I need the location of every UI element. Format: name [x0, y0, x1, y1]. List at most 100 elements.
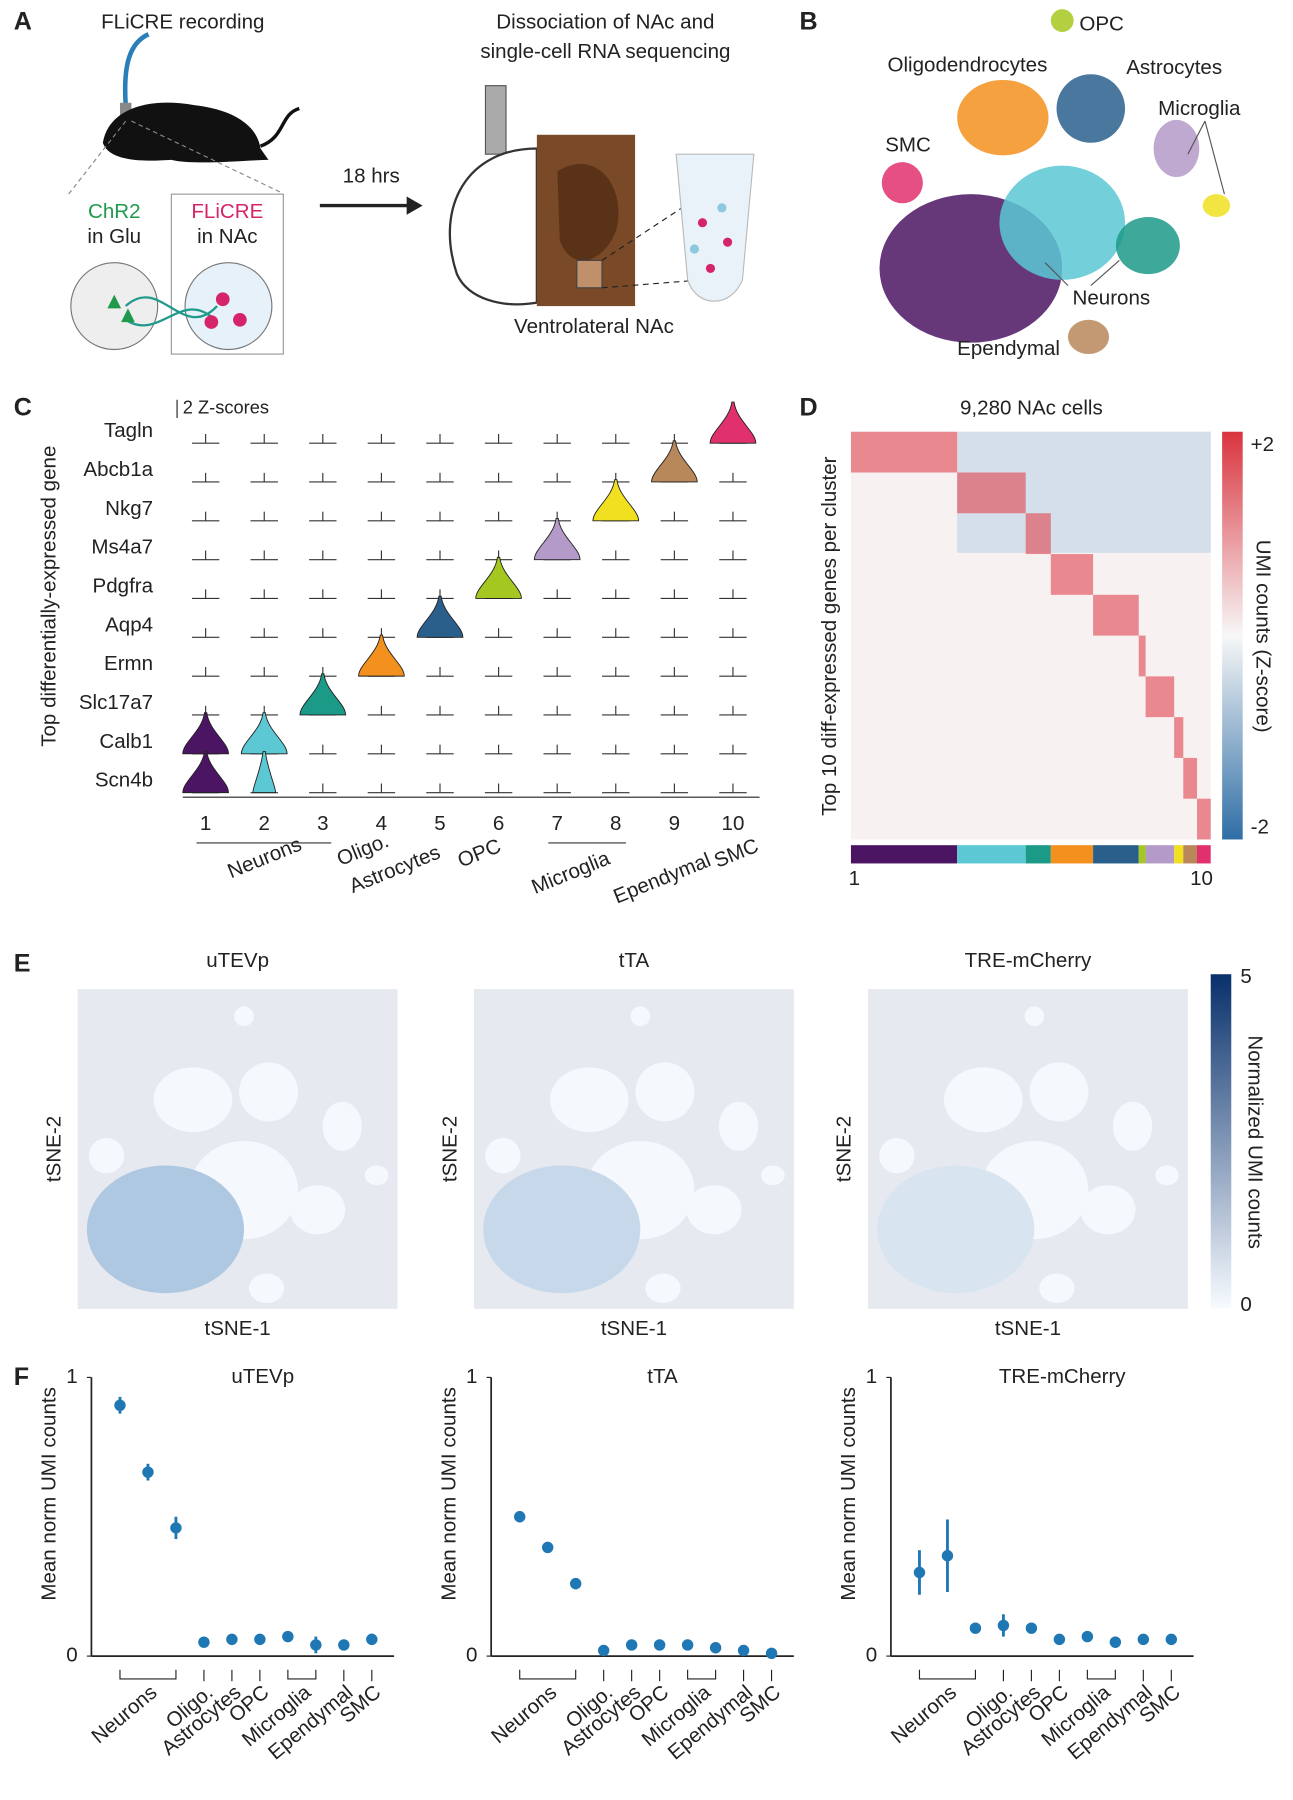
guide [601, 279, 703, 289]
cluster-label: 3 [317, 812, 328, 835]
violin [416, 595, 464, 638]
cluster-bar [1138, 845, 1146, 864]
y-axis-label: Mean norm UMI counts [38, 1387, 61, 1601]
dot [941, 1550, 954, 1562]
group-label: Ependymal [610, 849, 714, 909]
gene-label: Aqp4 [105, 613, 153, 636]
tsne-blob [630, 1006, 651, 1027]
dot [310, 1639, 322, 1651]
label: Dissociation of NAc and [496, 10, 714, 33]
label: in Glu [87, 225, 141, 248]
cluster-blob [957, 79, 1049, 156]
y-tick-label: 0 [66, 1644, 77, 1667]
y-axis-label: Top 10 diff-expressed genes per cluster [818, 456, 841, 816]
violin-grid: Tagln Abcb1a Nkg7 Ms4a7 Pdgfra Aqp4 Ermn Slc17a… [79, 401, 762, 909]
tsne-blob [364, 1165, 389, 1186]
heatmap-block [1197, 798, 1211, 840]
cluster-label: 9 [669, 812, 680, 835]
dot [913, 1566, 926, 1579]
bracket [1086, 1669, 1116, 1680]
bracket [918, 1669, 977, 1680]
guide [131, 120, 281, 193]
label: ChR2 [88, 200, 141, 223]
panel-letter: A [14, 7, 32, 35]
dot [1053, 1633, 1066, 1646]
x-axis-label: tSNE-1 [601, 1317, 667, 1340]
heatmap-block [850, 431, 958, 473]
panel-letter: C [14, 394, 32, 422]
tsne-blob [645, 1273, 681, 1304]
dot [282, 1630, 294, 1643]
plot-title: uTEVp [206, 949, 269, 972]
tsne-blob [879, 1138, 915, 1174]
pointer [1044, 262, 1069, 286]
colorbar-label: Normalized UMI counts [1244, 1035, 1267, 1249]
neuron [215, 292, 230, 307]
gene-label: Nkg7 [105, 497, 153, 520]
plot-title: TRE-mCherry [965, 949, 1092, 972]
y-axis-label: Mean norm UMI counts [437, 1387, 460, 1601]
violin [252, 751, 277, 794]
tsne-blob [1024, 1006, 1045, 1027]
cluster-label: 7 [551, 812, 562, 835]
tsne-maps: uTEVp tSNE-1 tSNE-2 tTA tSNE-1 tSNE-2 TRE-mChe… [42, 949, 1188, 1340]
group-label: Neurons [224, 833, 305, 883]
cluster-blob [1050, 9, 1074, 32]
gene-label: Pdgfra [93, 574, 154, 597]
tsne-blob [635, 1062, 695, 1122]
dot [653, 1639, 666, 1651]
axon [124, 296, 218, 319]
dot [226, 1633, 238, 1646]
neuron [233, 312, 247, 327]
label: single-cell RNA sequencing [480, 40, 730, 63]
dot [969, 1622, 982, 1634]
x-tick-label: Neurons [887, 1681, 961, 1749]
panel-letter: F [14, 1363, 29, 1391]
bracket [287, 1669, 317, 1680]
heatmap-title: 9,280 NAc cells [960, 396, 1103, 419]
y-tick-label: 0 [866, 1644, 877, 1667]
tsne-blob [189, 1140, 299, 1240]
cluster-label: 8 [610, 812, 621, 835]
heatmap-block [1050, 554, 1094, 595]
colorbar-max: 5 [1240, 965, 1251, 988]
cluster-label: Neurons [1073, 287, 1151, 310]
heatmap-block [1145, 676, 1175, 718]
tsne-blob [1112, 1101, 1153, 1151]
cell [723, 237, 733, 247]
cluster-label: Astrocytes [1126, 56, 1222, 79]
cluster-label: 6 [493, 812, 504, 835]
dot [541, 1541, 554, 1554]
label: in NAc [197, 225, 258, 248]
violin [182, 712, 229, 755]
x-tick-label: Neurons [487, 1681, 561, 1749]
cluster-label: OPC [1079, 13, 1124, 36]
dot [709, 1642, 722, 1654]
dot [338, 1639, 350, 1651]
tsne-blob [153, 1067, 233, 1133]
gene-label: Abcb1a [83, 458, 153, 481]
gene-label: Ms4a7 [91, 536, 153, 559]
violin [358, 634, 405, 677]
violin [533, 518, 581, 561]
dot [1165, 1633, 1178, 1646]
cluster-bar [850, 845, 958, 864]
tsne-blob [686, 1185, 742, 1235]
dot [681, 1639, 694, 1651]
dot [569, 1577, 582, 1590]
cluster-label: 1 [200, 812, 211, 835]
colorbar [1210, 974, 1232, 1308]
cluster-bar [1093, 845, 1139, 864]
colorbar-min: -2 [1251, 815, 1269, 838]
tsne-blob [944, 1067, 1023, 1133]
violin [709, 401, 757, 444]
heatmap-block [1138, 635, 1146, 677]
cluster-bar [1183, 845, 1198, 864]
heatmap-block [1183, 757, 1198, 799]
cluster-label: Microglia [1158, 97, 1241, 120]
dot [1109, 1636, 1122, 1648]
cluster-bar [957, 845, 1026, 864]
cell [717, 203, 727, 213]
